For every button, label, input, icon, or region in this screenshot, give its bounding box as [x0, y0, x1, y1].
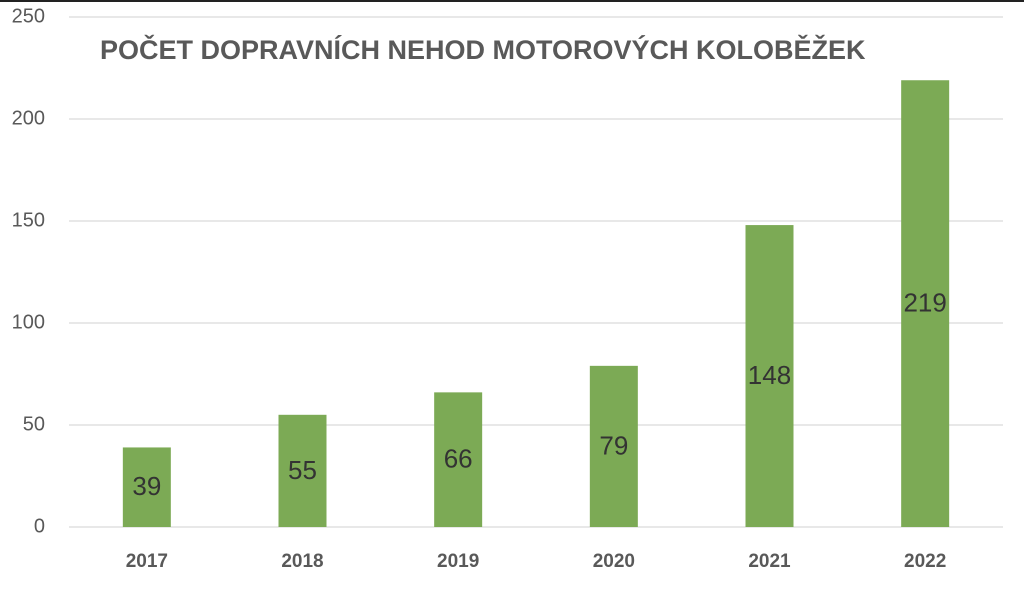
x-tick-label: 2021: [748, 551, 791, 572]
y-tick-label: 150: [12, 209, 45, 231]
data-label: 66: [444, 444, 473, 474]
x-tick-label: 2017: [126, 551, 168, 572]
bar: [278, 414, 327, 527]
y-tick-label: 200: [12, 107, 45, 129]
y-tick-label: 50: [23, 413, 45, 435]
bar: [122, 447, 171, 527]
y-tick-label: 0: [34, 515, 45, 537]
y-tick-label: 100: [12, 311, 45, 333]
data-label: 79: [599, 430, 628, 460]
bar: [434, 392, 483, 527]
data-label: 148: [748, 360, 791, 390]
bar: [589, 365, 638, 527]
x-tick-label: 2020: [593, 551, 635, 572]
x-tick-label: 2018: [281, 551, 323, 572]
x-tick-label: 2022: [904, 551, 946, 572]
data-label: 39: [132, 471, 161, 501]
top-border: [0, 0, 1024, 2]
data-label: 55: [288, 455, 317, 485]
data-label: 219: [903, 287, 946, 317]
bar: [745, 225, 794, 527]
x-tick-label: 2019: [437, 551, 479, 572]
y-tick-label: 250: [12, 5, 45, 27]
bar: [901, 80, 950, 528]
chart-title: POČET DOPRAVNÍCH NEHOD MOTOROVÝCH KOLOBĚ…: [100, 34, 866, 65]
